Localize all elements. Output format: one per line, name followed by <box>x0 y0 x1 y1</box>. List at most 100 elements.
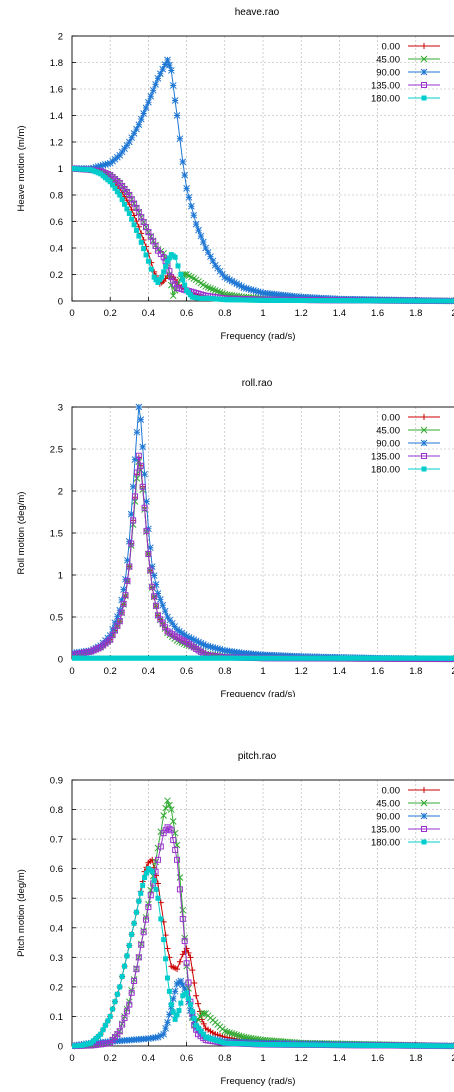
data-point <box>221 1027 229 1035</box>
data-point <box>192 220 200 228</box>
x-tick-label: 1.4 <box>333 308 346 319</box>
data-point <box>143 870 149 876</box>
data-point <box>151 877 157 883</box>
data-point <box>147 567 154 574</box>
x-axis-label: Frequency (rad/s) <box>221 331 296 342</box>
data-point <box>149 86 157 94</box>
data-point <box>167 806 175 813</box>
x-axis-label: Frequency (rad/s) <box>221 689 296 697</box>
data-point <box>235 281 243 289</box>
data-point <box>188 635 195 642</box>
data-point <box>164 1019 171 1026</box>
data-point <box>119 974 125 980</box>
data-point <box>181 985 189 993</box>
data-point <box>135 954 142 961</box>
data-point <box>179 906 187 914</box>
data-point <box>156 596 164 603</box>
data-point <box>189 294 195 300</box>
data-point <box>100 1027 106 1033</box>
x-tick-label: 1.6 <box>371 666 384 677</box>
data-point <box>194 295 200 301</box>
y-tick-label: 0 <box>58 655 63 666</box>
data-point <box>192 294 198 300</box>
data-point <box>240 284 248 292</box>
data-point <box>124 577 131 584</box>
legend: 0.00 45.00 90.00 135.00 180.00 <box>371 786 440 849</box>
data-point <box>181 171 189 179</box>
x-tick-label: 1.4 <box>333 1053 346 1064</box>
data-point <box>135 403 143 411</box>
data-point <box>195 638 202 646</box>
y-tick-label: 1.8 <box>50 58 63 69</box>
data-point <box>147 886 155 894</box>
data-point <box>118 609 125 616</box>
legend-marker <box>420 439 428 447</box>
data-point <box>191 979 198 986</box>
data-point <box>128 540 135 547</box>
data-point <box>112 185 118 191</box>
data-point <box>169 818 177 825</box>
data-point <box>187 1002 193 1008</box>
data-point <box>202 244 210 252</box>
x-tick-label: 0.2 <box>104 308 117 319</box>
data-point <box>121 1014 128 1021</box>
data-point <box>166 801 173 809</box>
data-point <box>198 1016 205 1023</box>
data-point <box>199 641 207 648</box>
data-point <box>228 1030 236 1037</box>
legend-label: 180.00 <box>371 838 400 849</box>
data-point <box>223 1028 231 1036</box>
series-4 <box>72 165 454 304</box>
data-point <box>160 254 167 261</box>
data-point <box>135 452 142 459</box>
data-point <box>136 233 142 239</box>
data-point <box>120 600 127 607</box>
data-point <box>126 1001 133 1008</box>
data-point <box>125 138 133 146</box>
data-point <box>245 285 253 293</box>
data-point <box>226 276 233 284</box>
data-point <box>170 837 177 844</box>
data-point <box>157 277 163 283</box>
data-point <box>161 937 167 943</box>
y-tick-label: 0.5 <box>50 613 63 624</box>
data-point <box>174 856 181 863</box>
x-tick-label: 2 <box>451 308 454 319</box>
data-point <box>122 592 129 599</box>
data-point <box>195 1000 202 1007</box>
data-point <box>170 277 177 284</box>
y-tick-label: 0.7 <box>50 835 63 846</box>
x-tick-label: 1.2 <box>295 1053 308 1064</box>
legend-label: 90.00 <box>376 68 400 79</box>
data-point <box>176 1008 182 1014</box>
data-point <box>168 1002 174 1008</box>
y-tick-label: 0.6 <box>50 217 63 228</box>
data-point <box>238 283 245 290</box>
data-point <box>157 843 164 850</box>
data-point <box>149 856 156 863</box>
data-point <box>207 253 214 260</box>
data-point <box>164 613 171 621</box>
data-point <box>247 286 255 294</box>
data-point <box>138 239 144 245</box>
data-point <box>104 160 112 168</box>
data-point <box>140 929 147 936</box>
plot-area <box>72 797 454 1050</box>
data-point <box>174 966 181 973</box>
data-point <box>230 1030 238 1038</box>
data-point <box>122 575 129 583</box>
data-point <box>171 987 179 995</box>
data-point <box>139 443 147 451</box>
data-point <box>133 227 139 233</box>
data-point <box>105 1018 111 1024</box>
data-point <box>183 632 190 640</box>
data-point <box>131 977 138 984</box>
data-point <box>133 909 139 915</box>
data-point <box>147 92 155 100</box>
data-point <box>164 56 171 64</box>
y-axis-label: Roll motion (deg/m) <box>16 492 27 575</box>
data-point <box>154 856 161 863</box>
data-point <box>122 201 128 207</box>
x-tick-label: 1 <box>260 1053 265 1064</box>
legend: 0.00 45.00 90.00 135.00 180.00 <box>371 413 440 476</box>
